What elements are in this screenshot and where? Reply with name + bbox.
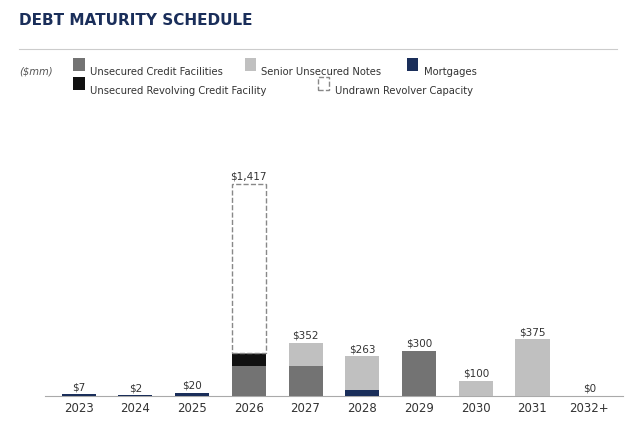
Bar [345, 390, 379, 396]
Bar [289, 366, 322, 396]
Bar [62, 395, 95, 396]
Text: $20: $20 [182, 380, 202, 390]
Text: Senior Unsecured Notes: Senior Unsecured Notes [261, 67, 382, 77]
Text: $300: $300 [406, 338, 432, 348]
Text: $1,417: $1,417 [230, 172, 267, 181]
Text: Unsecured Revolving Credit Facility: Unsecured Revolving Credit Facility [90, 86, 266, 96]
Text: Mortgages: Mortgages [424, 67, 476, 77]
Text: $7: $7 [72, 381, 85, 392]
Text: Undrawn Revolver Capacity: Undrawn Revolver Capacity [335, 86, 473, 96]
Bar [345, 356, 379, 390]
Text: $263: $263 [349, 344, 375, 353]
Text: ($mm): ($mm) [19, 67, 53, 77]
Text: $352: $352 [293, 330, 319, 340]
Bar [232, 184, 266, 353]
Bar [289, 343, 322, 366]
Bar [515, 340, 550, 396]
Bar [232, 366, 266, 396]
Bar [459, 381, 493, 396]
Text: $0: $0 [583, 383, 596, 393]
Bar [175, 393, 209, 396]
Text: $375: $375 [519, 327, 546, 337]
Bar [402, 351, 436, 396]
Bar [232, 353, 266, 366]
Text: $2: $2 [128, 382, 142, 392]
Text: $100: $100 [462, 368, 489, 378]
Text: DEBT MATURITY SCHEDULE: DEBT MATURITY SCHEDULE [19, 13, 252, 28]
Text: Unsecured Credit Facilities: Unsecured Credit Facilities [90, 67, 223, 77]
